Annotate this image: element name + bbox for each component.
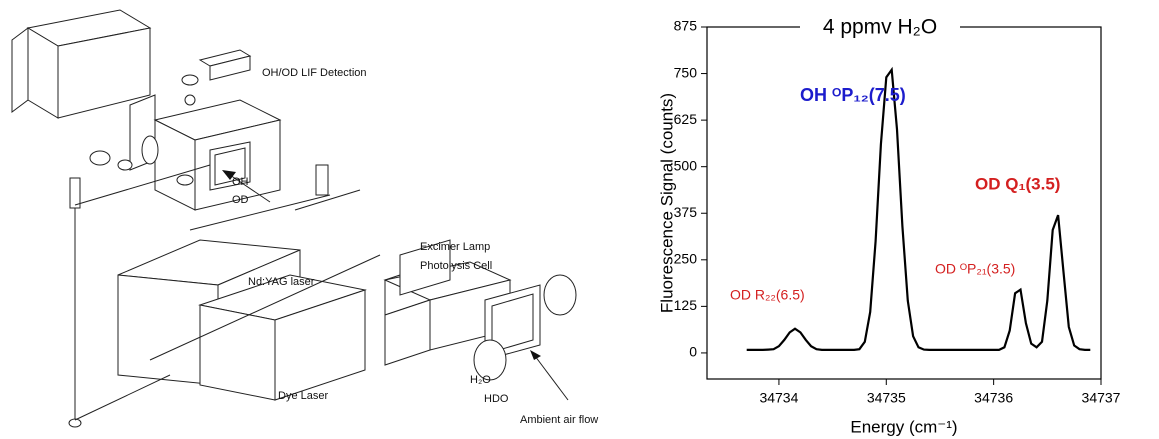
diagram-label: Dye Laser xyxy=(278,390,328,402)
y-tick-label: 875 xyxy=(674,18,698,34)
annotation: OD ᴼP₂₁(3.5) xyxy=(935,261,1015,277)
x-tick-label: 34737 xyxy=(1082,390,1121,406)
apparatus-diagram xyxy=(11,9,577,428)
diagram-label: OD xyxy=(232,194,249,206)
x-axis-label: Energy (cm⁻¹) xyxy=(850,417,957,436)
x-tick-label: 34735 xyxy=(867,390,906,406)
diagram-label: HDO xyxy=(484,393,509,405)
plot-frame xyxy=(706,26,1102,380)
annotation: OH ᴼP₁₂(7.5) xyxy=(800,85,906,105)
y-tick-label: 625 xyxy=(674,111,698,127)
spectrum-line xyxy=(746,66,1091,351)
chart-title: 4 ppmv H₂O xyxy=(823,16,937,39)
annotation: OD Q₁(3.5) xyxy=(975,174,1060,193)
diagram-label: OH xyxy=(232,176,249,188)
y-tick-label: 250 xyxy=(674,251,698,267)
y-tick-label: 125 xyxy=(674,297,698,313)
y-tick-label: 750 xyxy=(674,64,698,80)
diagram-label: Photolysis Cell xyxy=(420,260,492,272)
y-tick-label: 500 xyxy=(674,157,698,173)
diagram-label: Nd:YAG laser xyxy=(248,276,315,288)
x-tick-label: 34736 xyxy=(974,390,1013,406)
x-tick-label: 34734 xyxy=(759,390,798,406)
diagram-label: H₂O xyxy=(470,374,491,386)
diagram-label: Excimer Lamp xyxy=(420,241,490,253)
y-tick-label: 0 xyxy=(689,344,697,360)
y-axis-label: Fluorescence Signal (counts) xyxy=(657,93,676,313)
diagram-label: OH/OD LIF Detection xyxy=(262,67,367,79)
diagram-label: Ambient air flow xyxy=(520,414,598,426)
y-tick-label: 375 xyxy=(674,204,698,220)
annotation: OD R₂₂(6.5) xyxy=(730,287,805,303)
title-bg xyxy=(800,14,960,40)
